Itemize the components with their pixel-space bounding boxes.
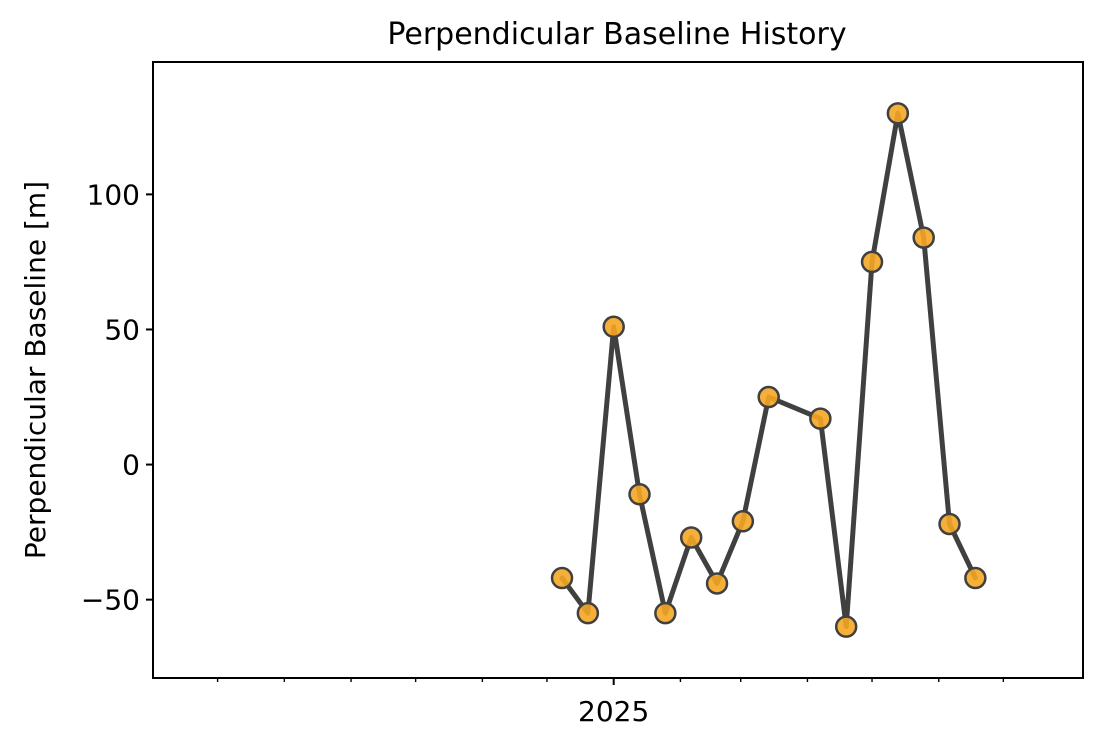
y-tick-label: 0 — [122, 449, 140, 482]
data-point — [679, 526, 703, 549]
chart-title: Perpendicular Baseline History — [387, 17, 846, 52]
y-tick-label: −50 — [81, 584, 140, 617]
data-point — [576, 601, 600, 625]
x-axis: 2025 — [216, 678, 1005, 728]
data-point — [628, 483, 651, 506]
plot-frame — [152, 61, 1084, 679]
data-point — [834, 615, 858, 638]
data-point — [602, 315, 625, 339]
y-tick-label: 100 — [87, 178, 140, 211]
y-tick-label: 50 — [104, 313, 140, 346]
data-point — [705, 572, 729, 595]
y-axis: −50 0 50 100 — [81, 178, 153, 617]
data-point — [550, 566, 574, 590]
data-point — [731, 510, 755, 533]
data-point — [964, 566, 987, 590]
series-line — [559, 110, 978, 630]
data-point — [938, 512, 961, 536]
data-point — [757, 385, 780, 409]
plot-area — [550, 102, 987, 638]
data-point — [809, 407, 832, 430]
data-point — [886, 102, 910, 125]
data-point — [912, 226, 935, 249]
data-point — [654, 601, 677, 625]
y-axis-label: Perpendicular Baseline [m] — [19, 181, 52, 559]
data-point — [860, 250, 884, 274]
x-tick-label: 2025 — [578, 695, 649, 728]
